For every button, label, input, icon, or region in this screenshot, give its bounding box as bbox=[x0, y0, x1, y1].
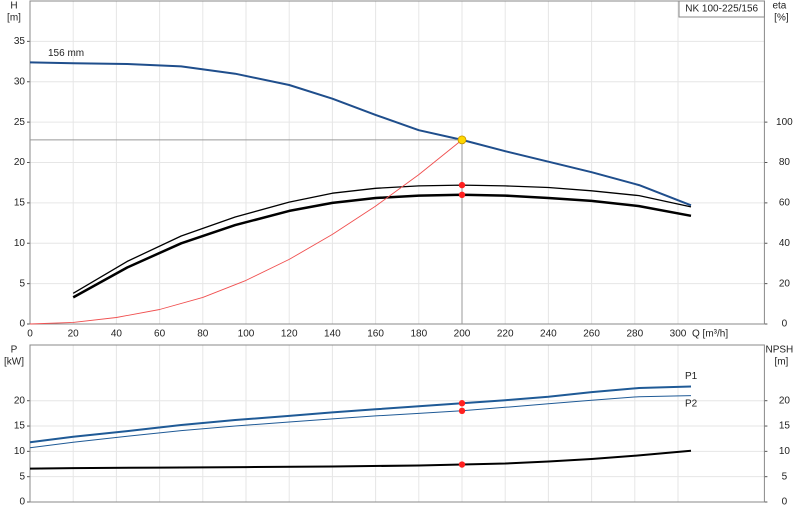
x-tick-label: 80 bbox=[197, 329, 209, 340]
y2-axis-unit: [%] bbox=[774, 13, 789, 24]
point-marker bbox=[457, 135, 467, 145]
x-tick-label: 180 bbox=[410, 329, 427, 340]
y-tick-label: 0 bbox=[19, 497, 25, 508]
x-tick-label: 120 bbox=[281, 329, 298, 340]
chart-title: NK 100-225/156 bbox=[685, 4, 758, 15]
y-axis-title: H bbox=[10, 1, 17, 12]
x-tick-label: 220 bbox=[497, 329, 514, 340]
y-tick-label: 15 bbox=[14, 421, 26, 432]
x-tick-label: 60 bbox=[154, 329, 166, 340]
x-tick-label: 140 bbox=[324, 329, 341, 340]
y2-tick-label: 20 bbox=[779, 278, 791, 289]
point-marker bbox=[458, 400, 466, 407]
y-tick-label: 30 bbox=[14, 76, 26, 87]
y2-axis-title: eta bbox=[772, 1, 786, 12]
y2-axis-unit: [m] bbox=[774, 357, 788, 368]
y2-tick-label: 80 bbox=[779, 157, 791, 168]
y-axis-title: P bbox=[11, 345, 18, 356]
x-tick-label: 100 bbox=[238, 329, 255, 340]
y2-tick-label: 100 bbox=[776, 117, 793, 128]
y2-tick-label: 20 bbox=[779, 395, 791, 406]
x-tick-label: 280 bbox=[626, 329, 643, 340]
y2-tick-label: 15 bbox=[779, 421, 791, 432]
x-tick-label: 240 bbox=[540, 329, 557, 340]
point-marker bbox=[458, 191, 466, 198]
x-axis-title: Q [m³/h] bbox=[692, 329, 728, 340]
y2-tick-label: 60 bbox=[779, 198, 791, 209]
y-tick-label: 5 bbox=[19, 471, 25, 482]
y-tick-label: 20 bbox=[14, 157, 26, 168]
y2-tick-label: 0 bbox=[782, 319, 788, 330]
x-tick-label: 200 bbox=[454, 329, 471, 340]
series-line bbox=[29, 395, 692, 449]
x-tick-label: 260 bbox=[583, 329, 600, 340]
y-tick-label: 10 bbox=[14, 446, 26, 457]
x-tick-label: 300 bbox=[670, 329, 687, 340]
y-tick-label: 25 bbox=[14, 117, 26, 128]
y-tick-label: 20 bbox=[14, 395, 26, 406]
series-label: P1 bbox=[685, 371, 698, 382]
point-marker bbox=[458, 407, 466, 415]
y-tick-label: 10 bbox=[14, 238, 26, 249]
series-label: P2 bbox=[685, 398, 698, 409]
series-line bbox=[29, 61, 692, 207]
y2-axis-title: NPSH bbox=[766, 345, 794, 356]
plot-frame bbox=[29, 0, 765, 325]
y2-tick-label: 40 bbox=[779, 238, 791, 249]
x-tick-label: 40 bbox=[111, 329, 123, 340]
y-axis-unit: [m] bbox=[7, 13, 21, 24]
point-marker bbox=[458, 181, 466, 189]
series-line bbox=[29, 449, 692, 470]
series-label: 156 mm bbox=[48, 48, 84, 59]
y-tick-label: 35 bbox=[14, 36, 26, 47]
x-tick-label: 20 bbox=[68, 329, 80, 340]
plot-frame bbox=[29, 344, 765, 503]
y-tick-label: 0 bbox=[19, 319, 25, 330]
point-marker bbox=[458, 461, 466, 468]
series-line bbox=[29, 139, 463, 325]
y-axis-unit: [kW] bbox=[4, 357, 24, 368]
series-line bbox=[72, 184, 692, 294]
y-tick-label: 15 bbox=[14, 198, 26, 209]
y-tick-label: 5 bbox=[19, 278, 25, 289]
title-box bbox=[678, 0, 765, 18]
series-line bbox=[29, 385, 692, 444]
series-line bbox=[72, 193, 692, 299]
x-tick-label: 0 bbox=[27, 329, 33, 340]
x-tick-label: 160 bbox=[367, 329, 384, 340]
y2-tick-label: 5 bbox=[782, 471, 788, 482]
y2-tick-label: 0 bbox=[782, 497, 788, 508]
y2-tick-label: 10 bbox=[779, 446, 791, 457]
plot-area bbox=[30, 345, 765, 502]
